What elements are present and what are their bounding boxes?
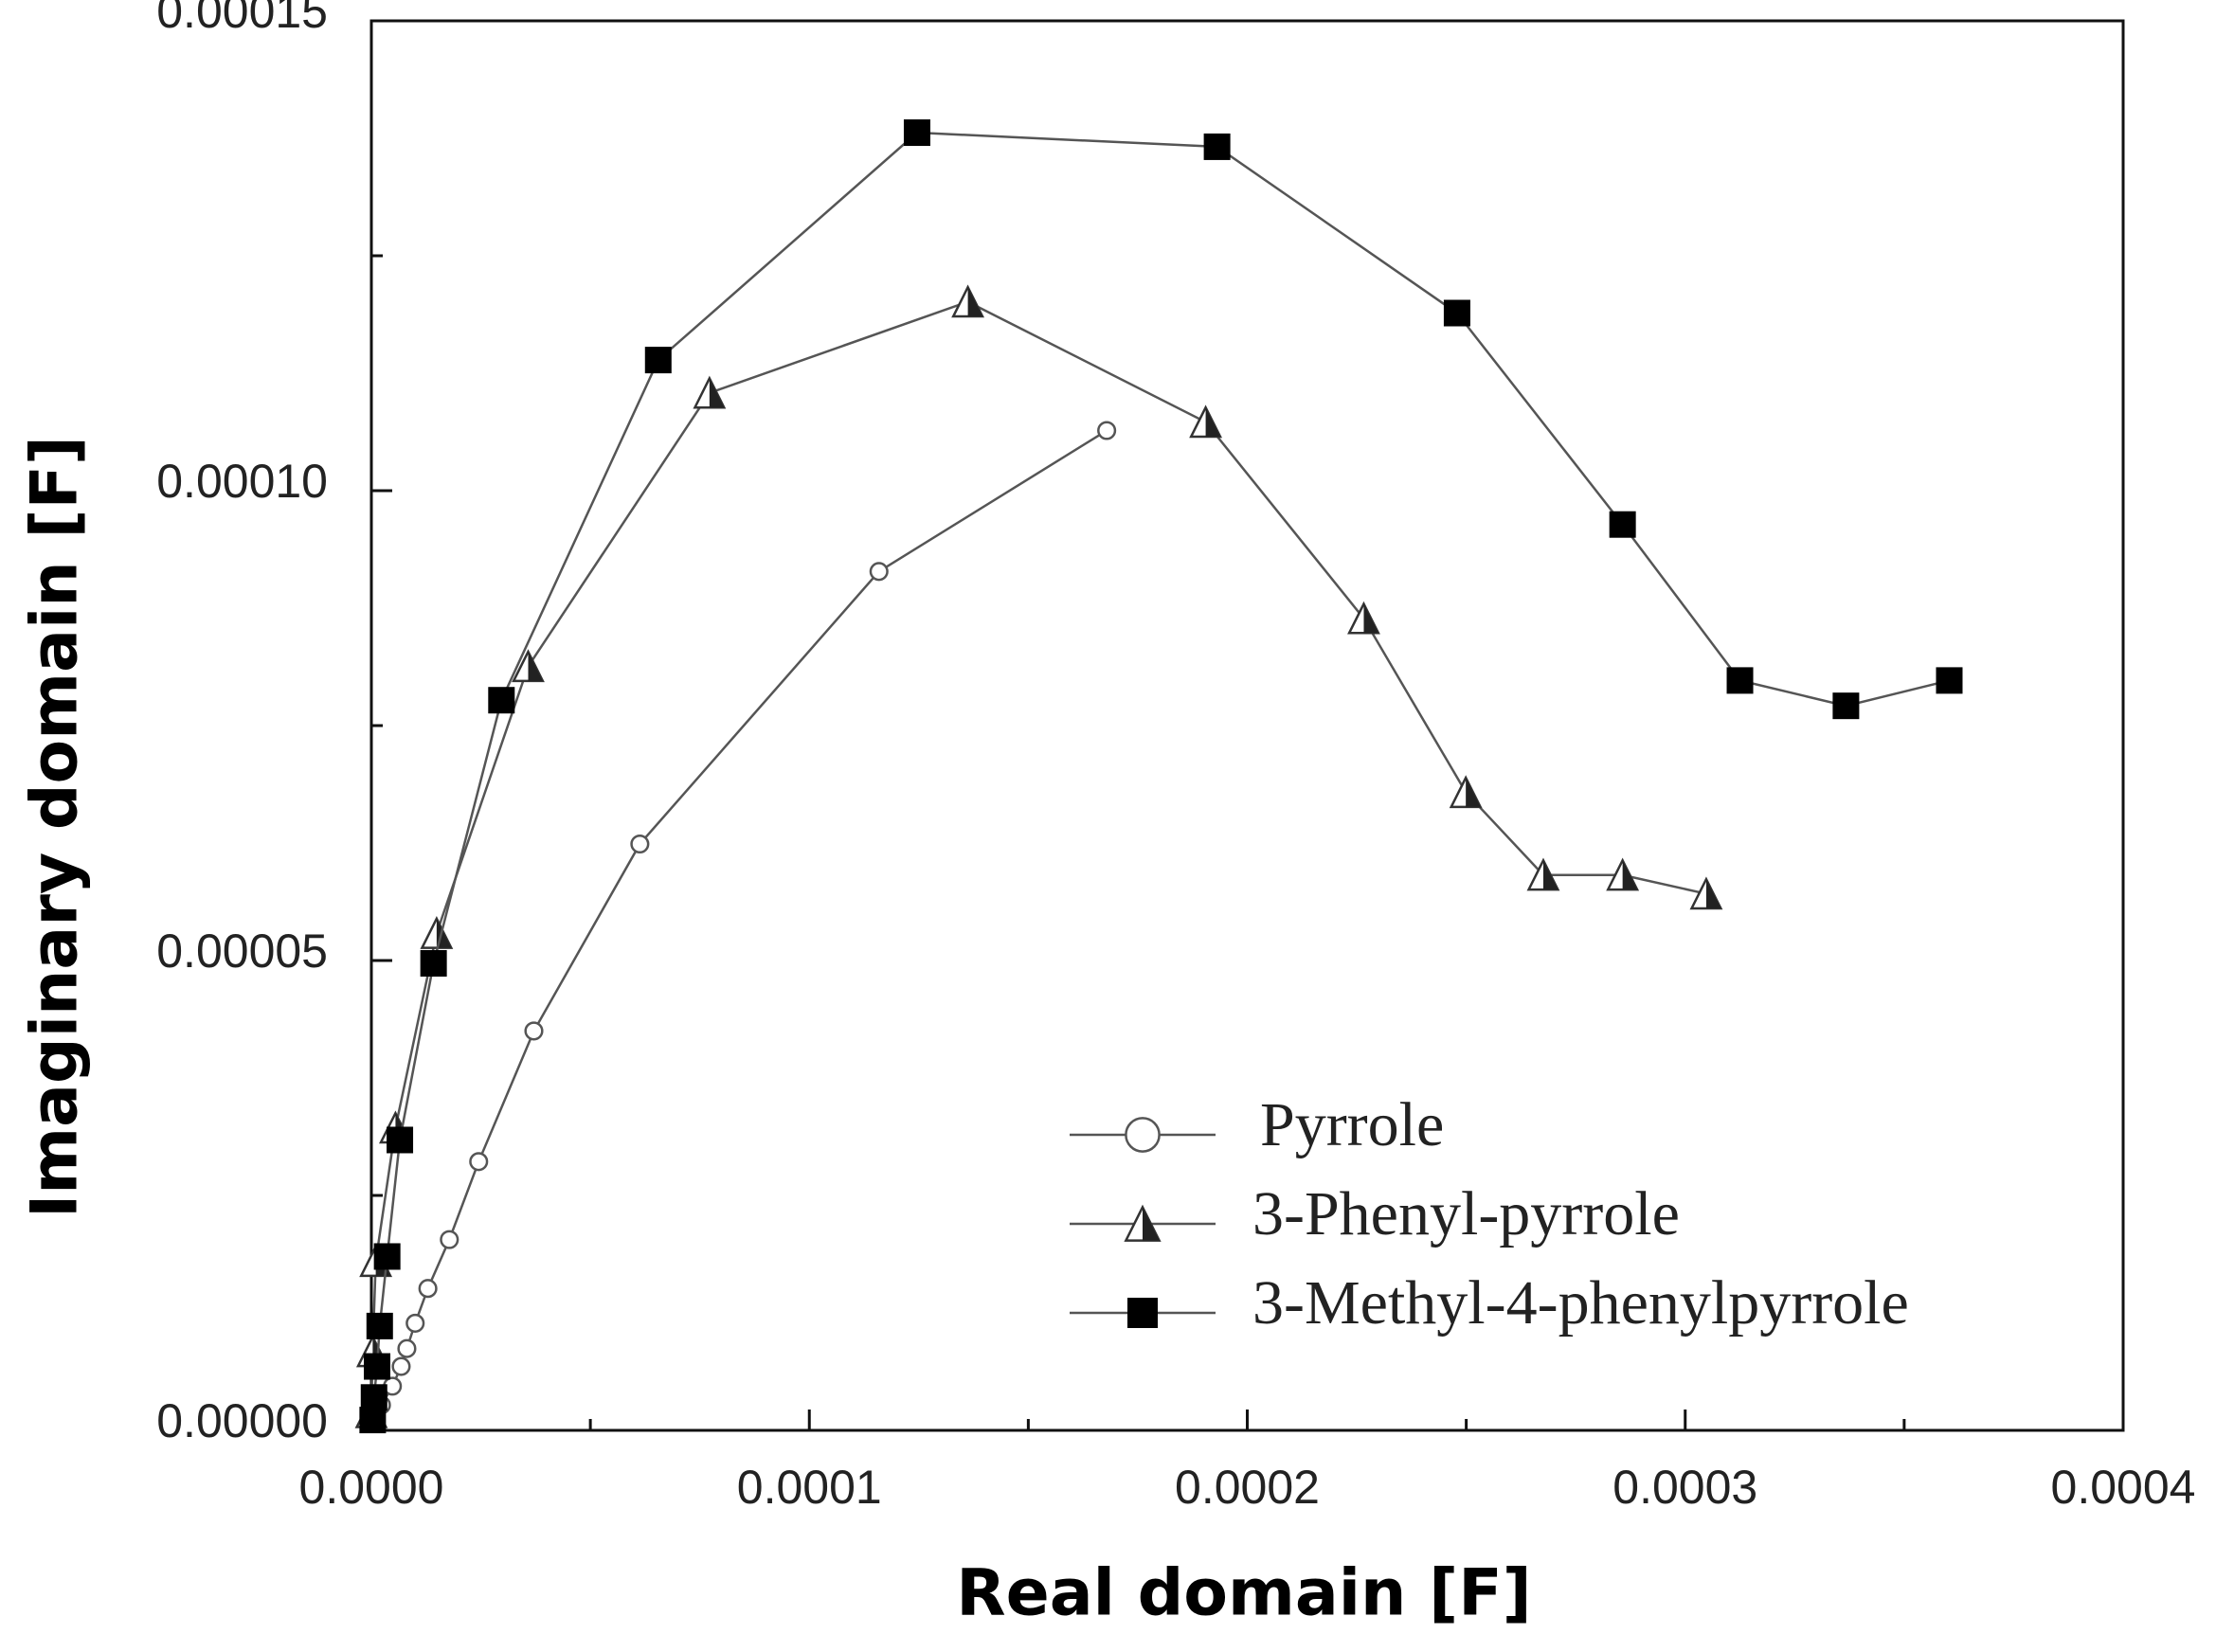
y-tick-label: 0.00015 [156, 0, 328, 38]
legend-marker [1125, 1117, 1161, 1153]
series-line [374, 429, 1108, 1421]
marker [391, 1356, 411, 1376]
marker [512, 649, 545, 683]
marker-part [1622, 860, 1638, 890]
marker [1097, 421, 1117, 440]
marker [693, 375, 727, 409]
legend-label: 3-Methyl-4-phenylpyrrole [1252, 1268, 1909, 1338]
x-tick-label: 0.0003 [1612, 1461, 1757, 1514]
legend-marker [1124, 1204, 1162, 1242]
y-axis-title: Imaginary domain [F] [18, 436, 93, 1218]
marker [1936, 667, 1963, 694]
marker-part [1466, 778, 1481, 807]
marker [418, 1279, 438, 1299]
marker [420, 916, 454, 949]
marker-part [1542, 860, 1558, 890]
marker [1443, 299, 1470, 327]
y-tick-label: 0.00010 [156, 455, 328, 508]
marker [524, 1021, 544, 1041]
marker [373, 1243, 401, 1270]
y-tick-label: 0.00000 [156, 1394, 328, 1447]
marker [420, 949, 447, 977]
marker [1449, 775, 1483, 809]
marker [1203, 133, 1231, 160]
marker [1189, 404, 1223, 439]
legend-label: Pyrrole [1260, 1090, 1444, 1159]
marker [903, 119, 930, 147]
marker [951, 284, 985, 318]
marker-part [528, 652, 543, 681]
marker-part [1205, 407, 1220, 437]
series-line [371, 131, 1950, 1421]
marker [1689, 876, 1723, 910]
marker-part [1143, 1207, 1160, 1241]
marker [1606, 857, 1640, 891]
x-axis-title: Real domain [F] [956, 1556, 1531, 1631]
marker-part [1705, 879, 1721, 908]
marker [359, 1407, 387, 1434]
marker [1609, 511, 1636, 538]
marker [869, 562, 889, 582]
legend-label: 3-Phenyl-pyrrole [1252, 1179, 1680, 1248]
marker [405, 1313, 425, 1333]
marker [1832, 692, 1860, 720]
marker [1726, 667, 1754, 694]
marker [364, 1353, 391, 1380]
marker [440, 1230, 459, 1249]
series-line [369, 300, 1707, 1413]
x-tick-label: 0.0000 [299, 1461, 444, 1514]
marker [397, 1338, 417, 1358]
marker [488, 687, 515, 714]
marker [360, 1384, 387, 1411]
marker-part [1363, 603, 1378, 634]
marker [387, 1126, 414, 1154]
x-tick-label: 0.0002 [1175, 1461, 1320, 1514]
marker [1526, 857, 1560, 891]
legend-marker [1127, 1298, 1158, 1328]
x-tick-label: 0.0001 [737, 1461, 882, 1514]
marker-part [967, 287, 982, 317]
marker [366, 1312, 393, 1339]
y-tick-label: 0.00005 [156, 925, 328, 978]
marker [644, 347, 672, 374]
x-tick-label: 0.0004 [2051, 1461, 2196, 1514]
plot-frame [369, 19, 2125, 1432]
marker [1347, 601, 1380, 635]
marker-part [709, 378, 725, 408]
marker [469, 1152, 489, 1172]
marker [630, 834, 650, 854]
